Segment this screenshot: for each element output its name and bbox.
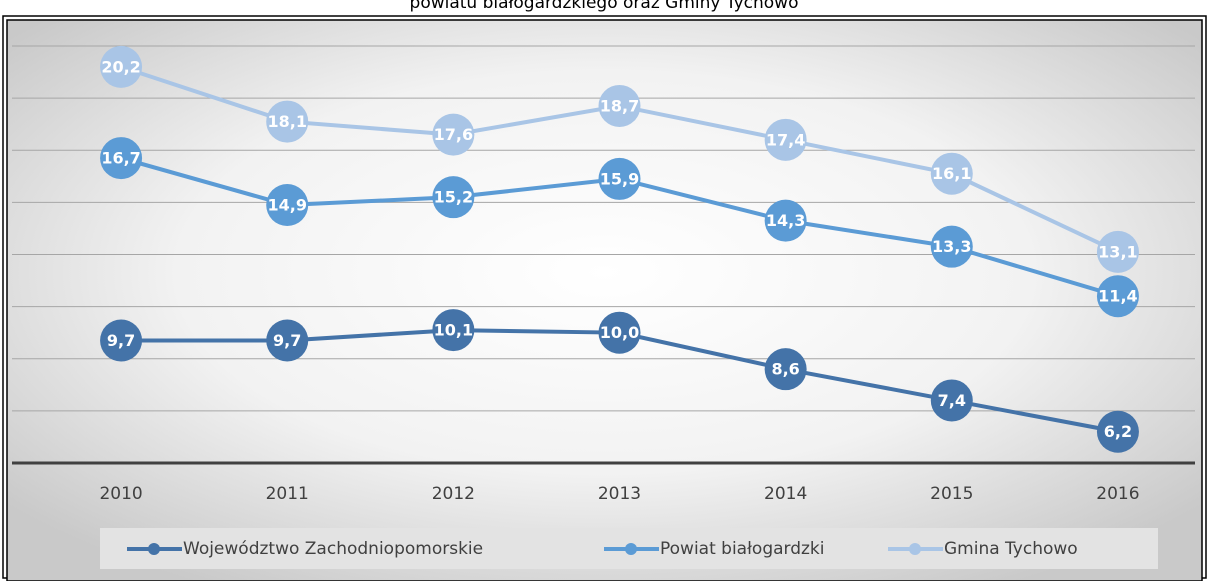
data-label: 18,1 <box>267 112 306 131</box>
data-label: 14,3 <box>766 211 805 230</box>
marker <box>266 100 309 143</box>
x-tick-label: 2015 <box>930 484 973 504</box>
marker <box>100 319 143 362</box>
x-tick-label: 2013 <box>598 484 641 504</box>
data-label: 11,4 <box>1098 287 1137 306</box>
marker <box>764 199 807 242</box>
marker <box>432 113 475 156</box>
x-tick-label: 2014 <box>764 484 807 504</box>
marker <box>598 157 641 200</box>
marker <box>598 311 641 354</box>
x-tick-label: 2016 <box>1096 484 1139 504</box>
legend-label: Powiat białogardzki <box>660 539 825 559</box>
chart-title: powiatu białogardzkiego oraz Gminy Tycho… <box>410 0 799 13</box>
data-label: 14,9 <box>267 195 306 214</box>
marker <box>266 319 309 362</box>
legend-label: Województwo Zachodniopomorskie <box>183 539 483 559</box>
data-label: 17,6 <box>434 125 473 144</box>
data-label: 7,4 <box>938 391 966 410</box>
data-label: 10,1 <box>434 321 473 340</box>
data-label: 13,3 <box>932 237 971 256</box>
x-tick-label: 2010 <box>99 484 142 504</box>
data-label: 15,2 <box>434 188 473 207</box>
x-tick-label: 2011 <box>266 484 309 504</box>
data-label: 13,1 <box>1098 242 1137 261</box>
marker <box>1096 410 1139 453</box>
marker <box>100 137 143 180</box>
data-label: 17,4 <box>766 130 805 149</box>
data-label: 10,0 <box>600 323 639 342</box>
marker <box>598 84 641 127</box>
data-label: 16,7 <box>101 149 140 168</box>
x-tick-label: 2012 <box>432 484 475 504</box>
marker <box>764 348 807 391</box>
marker <box>266 183 309 226</box>
marker <box>764 118 807 161</box>
data-label: 9,7 <box>107 331 135 350</box>
marker <box>432 309 475 352</box>
legend-marker <box>909 543 921 555</box>
marker <box>1096 230 1139 273</box>
data-label: 20,2 <box>101 57 140 76</box>
marker <box>930 225 973 268</box>
marker <box>432 176 475 219</box>
data-label: 6,2 <box>1104 422 1132 441</box>
data-label: 8,6 <box>771 360 799 379</box>
marker <box>930 379 973 422</box>
data-label: 16,1 <box>932 164 971 183</box>
legend-marker <box>625 543 637 555</box>
marker <box>100 45 143 88</box>
marker <box>930 152 973 195</box>
legend-marker <box>148 543 160 555</box>
data-label: 15,9 <box>600 169 639 188</box>
data-label: 9,7 <box>273 331 301 350</box>
marker <box>1096 275 1139 318</box>
data-label: 18,7 <box>600 96 639 115</box>
legend-label: Gmina Tychowo <box>944 539 1078 559</box>
